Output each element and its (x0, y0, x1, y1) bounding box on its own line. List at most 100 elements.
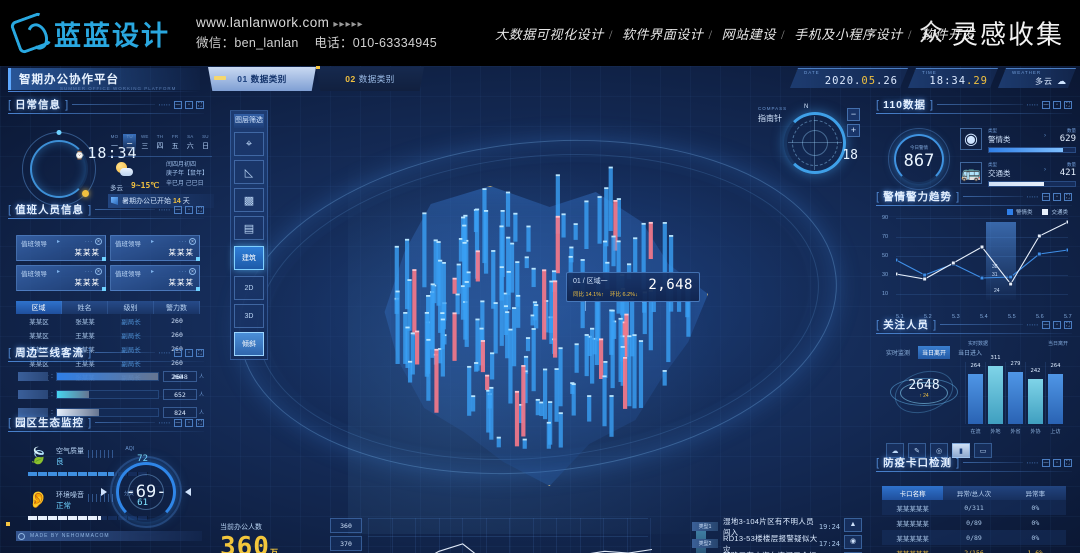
restore-icon[interactable]: ▫ (1053, 458, 1061, 467)
device-button-0[interactable]: ☁ (886, 443, 904, 458)
expand-icon[interactable]: ⛶ (196, 418, 204, 427)
device-button-4[interactable]: ▭ (974, 443, 992, 458)
tab-category-02[interactable]: 02 数据类别 (316, 67, 424, 91)
table-row[interactable]: 某某某某某 0/89 0% (882, 530, 1066, 545)
layer-button-倾斜[interactable]: 倾斜 (234, 332, 264, 356)
layer-filter-toolbar[interactable]: 图层筛选 ⌖ ◺ ▩ ▤ 建筑 2D 3D 倾斜 (230, 110, 268, 360)
week-day-4[interactable]: FR 五 (169, 134, 182, 151)
minimize-icon[interactable]: — (174, 418, 182, 427)
tab-category-01[interactable]: 01 数据类别 (208, 67, 316, 91)
alarm-row[interactable]: 类型1 湿地3-104片区有不明人员闯入 19:24 (692, 517, 840, 537)
panel-controls[interactable]: — ▫ ⛶ (174, 348, 204, 357)
minimize-icon[interactable]: — (174, 100, 182, 109)
panel-controls[interactable]: — ▫ ⛶ (1042, 320, 1072, 329)
minimize-icon[interactable]: — (1042, 100, 1050, 109)
cp-col-0[interactable]: 卡口名称 (882, 486, 944, 500)
layer-button-区域[interactable]: ◺ (234, 160, 264, 184)
device-button-3[interactable]: ▮ (952, 443, 970, 458)
attention-tabs[interactable]: 实时监测 当日离开 当日进入 (882, 346, 986, 359)
expand-icon[interactable]: ⛶ (1064, 100, 1072, 109)
alarm-list[interactable]: 类型1 湿地3-104片区有不明人员闯入 19:24 类型2 RD13-53楼楼层报警疑… (692, 517, 840, 553)
minimize-icon[interactable]: — (1042, 320, 1050, 329)
duty-card-1[interactable]: 值班领导 ▸ ··· × 某某某 (110, 235, 200, 261)
expand-icon[interactable]: ⛶ (1064, 458, 1072, 467)
table-row[interactable]: 某某某某某 0/89 0% (882, 515, 1066, 530)
week-day-3[interactable]: TH 四 (153, 134, 166, 151)
week-day-5[interactable]: SA 六 (184, 134, 197, 151)
close-icon[interactable]: × (189, 268, 196, 275)
panel-controls[interactable]: — ▫ ⛶ (1042, 192, 1072, 201)
week-day-1[interactable]: TU 二 (123, 134, 137, 151)
week-day-2[interactable]: WE 三 (138, 134, 151, 151)
restore-icon[interactable]: ▫ (185, 418, 193, 427)
layer-button-list[interactable]: ⌖ ◺ ▩ ▤ 建筑 2D 3D 倾斜 (234, 132, 264, 356)
week-day-6[interactable]: SU 日 (199, 134, 212, 151)
restore-icon[interactable]: ▫ (1053, 320, 1061, 329)
restore-icon[interactable]: ▫ (185, 100, 193, 109)
layer-button-标注[interactable]: ▤ (234, 216, 264, 240)
attention-tab-实时监测[interactable]: 实时监测 (886, 351, 911, 357)
panel-controls[interactable]: — ▫ ⛶ (1042, 458, 1072, 467)
close-icon[interactable]: × (95, 268, 102, 275)
restore-icon[interactable]: ▫ (185, 348, 193, 357)
zoom-out-button[interactable]: + (847, 124, 860, 137)
alarm-row[interactable]: 类型4某路口有小汽车连闯三个红灯13:24 (692, 551, 840, 553)
attention-tab-当日进入[interactable]: 当日进入 (958, 351, 983, 357)
trend-legend: 警情类 交通类 (1006, 208, 1068, 216)
expand-icon[interactable]: ⛶ (196, 205, 204, 214)
table-row[interactable]: 某某某某某 0/311 0% (882, 500, 1066, 515)
table-row[interactable]: 某某区 王某某 副局长 260 (16, 356, 200, 370)
alarm-time: 17:24 (818, 539, 840, 548)
compass-widget[interactable]: COMPASS 指南针 N − + 18 (758, 104, 860, 182)
duty-card-0[interactable]: 值班领导 ▸ ··· × 某某某 (16, 235, 106, 261)
attention-tab-当日离开[interactable]: 当日离开 (918, 346, 951, 359)
alarm-nav[interactable]: ▲ ◉ ▼ (844, 518, 864, 553)
expand-icon[interactable]: ⛶ (196, 348, 204, 357)
minimize-icon[interactable]: — (174, 205, 182, 214)
panel-controls[interactable]: — ▫ ⛶ (1042, 100, 1072, 109)
table-row[interactable]: 某某某某某 2/156 1.6% (882, 545, 1066, 553)
duty-col-3[interactable]: 警力数 (154, 301, 200, 314)
panel-controls[interactable]: — ▫ ⛶ (174, 205, 204, 214)
table-row[interactable]: 某某区 张某某 副局长 260 (16, 314, 200, 328)
layer-button-定位[interactable]: ⌖ (234, 132, 264, 156)
restore-icon[interactable]: ▫ (1053, 100, 1061, 109)
duty-card-2[interactable]: 值班领导 ▸ ··· × 某某某 (16, 265, 106, 291)
expand-icon[interactable]: ⛶ (196, 100, 204, 109)
duty-col-2[interactable]: 级别 (108, 301, 154, 314)
panel-controls[interactable]: — ▫ ⛶ (174, 418, 204, 427)
alarm-scroll-up-icon[interactable]: ▲ (844, 518, 862, 532)
expand-icon[interactable]: ⛶ (1064, 320, 1072, 329)
restore-icon[interactable]: ▫ (1053, 192, 1061, 201)
week-day-0[interactable]: MO 一 (108, 134, 121, 151)
panel-controls[interactable]: — ▫ ⛶ (174, 100, 204, 109)
cp-col-2[interactable]: 异常率 (1004, 486, 1066, 500)
bar-value: 264 (1050, 363, 1061, 370)
layer-button-热力[interactable]: ▩ (234, 188, 264, 212)
duty-card-3[interactable]: 值班领导 ▸ ··· × 某某某 (110, 265, 200, 291)
minimize-icon[interactable]: — (1042, 192, 1050, 201)
device-toolbar[interactable]: ☁ ✎ ◎ ▮ ▭ (886, 443, 992, 458)
alarm-locate-icon[interactable]: ◉ (844, 535, 862, 549)
kv0-value: 629 (1059, 134, 1076, 144)
layer-button-2D[interactable]: 2D (234, 276, 264, 300)
duty-col-0[interactable]: 区域 (16, 301, 62, 314)
device-button-2[interactable]: ◎ (930, 443, 948, 458)
cp-col-1[interactable]: 异常/总人次 (943, 486, 1005, 500)
minimize-icon[interactable]: — (174, 348, 182, 357)
category-tabs[interactable]: 01 数据类别 02 数据类别 (208, 67, 424, 91)
minimize-icon[interactable]: — (1042, 458, 1050, 467)
layer-button-3D[interactable]: 3D (234, 304, 264, 328)
restore-icon[interactable]: ▫ (185, 205, 193, 214)
close-icon[interactable]: × (189, 238, 196, 245)
expand-icon[interactable]: ⛶ (1064, 192, 1072, 201)
layer-button-建筑[interactable]: 建筑 (234, 246, 264, 270)
map-canvas[interactable]: 01 / 区域一 2,648 同比 14.1%↑ 环比 6.2%↓ 图层筛选 ⌖… (208, 94, 868, 553)
duty-col-1[interactable]: 姓名 (62, 301, 108, 314)
zoom-in-button[interactable]: − (847, 108, 860, 121)
close-icon[interactable]: × (95, 238, 102, 245)
table-row[interactable]: 某某区 王某某 副局长 260 (16, 328, 200, 342)
panel-110-data: [ 110数据 ] ▪▪▪▪▪ — ▫ ⛶ 今日警情 867 ◉ 类型 警情类 … (876, 96, 1076, 200)
alarm-row[interactable]: 类型2 RD13-53楼楼层报警疑似大灾 17:24 (692, 534, 840, 553)
device-button-1[interactable]: ✎ (908, 443, 926, 458)
